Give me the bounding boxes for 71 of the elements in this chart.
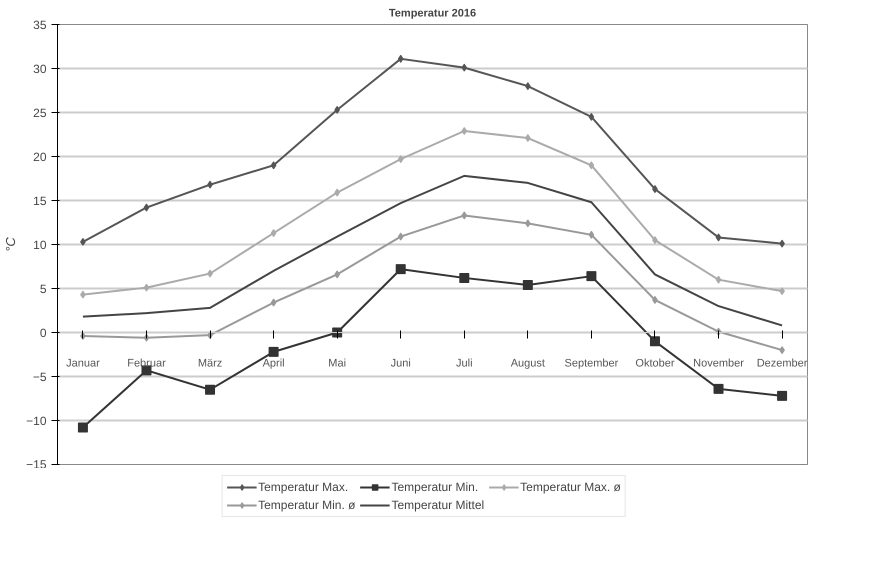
x-tick-label: Juli: [456, 358, 473, 370]
point: [525, 219, 531, 228]
point: [396, 264, 406, 274]
point: [588, 161, 594, 170]
y-axis-title: °C: [3, 236, 18, 252]
y-tick-label: 20: [33, 150, 47, 164]
y-tick-label: 5: [40, 282, 47, 296]
point: [144, 204, 150, 212]
y-tick-label: 10: [33, 238, 47, 252]
point: [461, 64, 468, 72]
point: [461, 211, 468, 220]
point: [779, 240, 785, 248]
x-tick-label: August: [510, 358, 545, 370]
x-tick-label: März: [198, 358, 222, 370]
point: [78, 422, 88, 433]
point: [144, 284, 150, 292]
point: [525, 82, 531, 90]
point: [80, 290, 86, 299]
point: [652, 296, 658, 304]
legend-label: Temperatur Max. ø: [520, 480, 621, 494]
point: [398, 54, 404, 63]
y-tick-label: −10: [26, 414, 47, 428]
y-tick-label: 30: [33, 62, 47, 76]
point: [716, 276, 722, 284]
point: [268, 346, 279, 357]
x-tick-label: Oktober: [635, 358, 675, 370]
point: [80, 238, 86, 246]
y-tick-label: 25: [33, 106, 47, 120]
point: [652, 185, 658, 194]
point: [650, 336, 660, 346]
point: [459, 272, 470, 283]
point: [334, 188, 340, 197]
point: [207, 180, 213, 189]
legend-label: Temperatur Mittel: [391, 498, 484, 512]
x-tick-label: September: [564, 358, 619, 370]
legend-label: Temperatur Min. ø: [258, 498, 356, 512]
point: [588, 112, 594, 121]
x-tick-label: Mai: [328, 358, 346, 370]
line-series: [82, 174, 784, 326]
point: [779, 346, 785, 354]
point: [205, 384, 216, 395]
point: [714, 384, 724, 394]
point: [525, 134, 531, 142]
point: [777, 390, 788, 401]
point: [334, 270, 340, 278]
point: [461, 126, 468, 135]
point: [586, 271, 596, 282]
legend-label: Temperatur Max.: [258, 480, 348, 494]
point: [398, 232, 404, 241]
x-tick-label: Januar: [66, 358, 100, 370]
x-tick-label: Februar: [127, 358, 166, 370]
point: [522, 280, 533, 290]
point: [270, 229, 276, 238]
x-tick-label: November: [693, 358, 744, 370]
point: [652, 236, 658, 244]
y-tick-label: 35: [33, 18, 47, 32]
point: [270, 298, 276, 307]
point: [270, 161, 276, 170]
y-tick-label: −5: [32, 370, 47, 384]
x-tick-label: April: [262, 358, 285, 370]
point: [207, 270, 213, 278]
y-tick-label: 15: [33, 194, 47, 208]
y-tick-label: 0: [40, 326, 47, 340]
point: [588, 230, 594, 239]
point: [398, 155, 404, 164]
point: [716, 233, 722, 242]
chart-title: Temperatur 2016: [388, 8, 476, 20]
legend-label: Temperatur Min.: [391, 480, 478, 494]
point: [779, 287, 785, 296]
x-tick-label: Juni: [390, 358, 411, 370]
point: [334, 106, 340, 114]
